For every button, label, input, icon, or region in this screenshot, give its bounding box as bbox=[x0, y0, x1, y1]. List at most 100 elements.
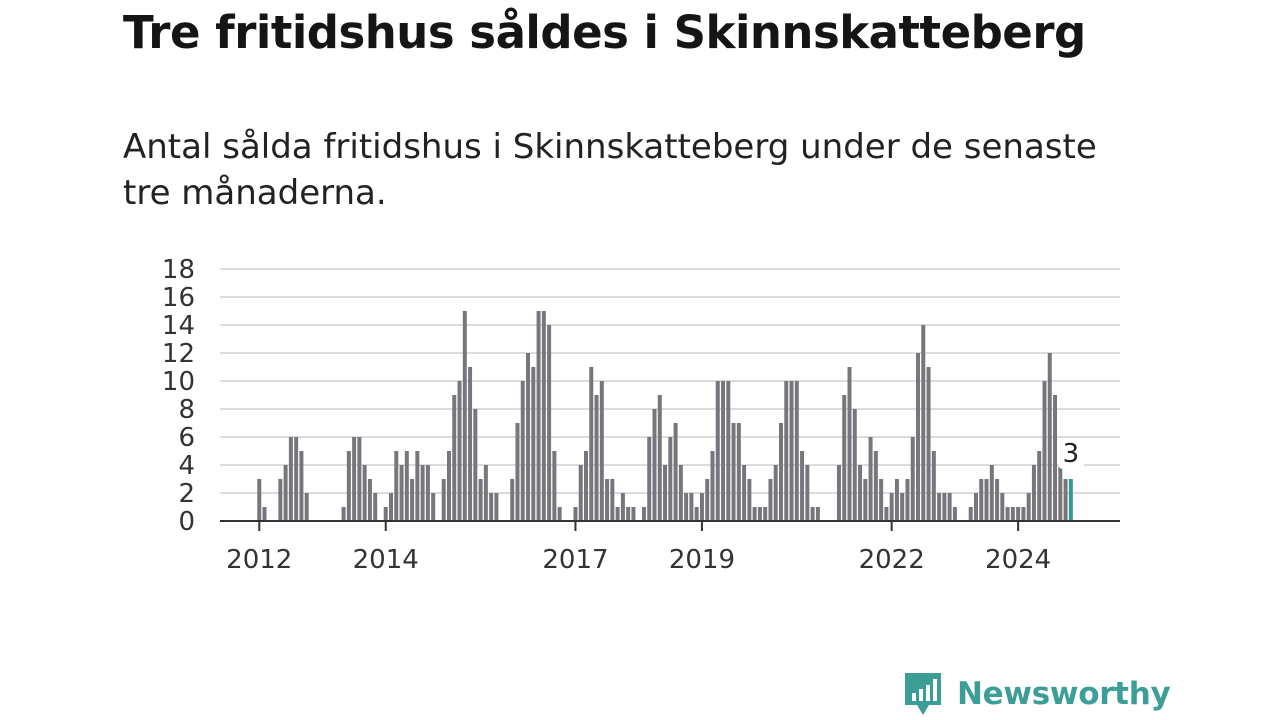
bar bbox=[1026, 493, 1031, 521]
bar bbox=[852, 409, 857, 521]
bar bbox=[810, 507, 815, 521]
bar bbox=[357, 437, 362, 521]
bar bbox=[921, 325, 926, 521]
bar bbox=[705, 479, 710, 521]
bar bbox=[557, 507, 562, 521]
bar bbox=[1000, 493, 1005, 521]
bar bbox=[573, 507, 578, 521]
chart-subtitle: Antal sålda fritidshus i Skinnskatteberg… bbox=[123, 127, 1097, 213]
bar bbox=[641, 507, 646, 521]
bar bbox=[615, 507, 620, 521]
bar bbox=[473, 409, 478, 521]
bar bbox=[425, 465, 430, 521]
bar bbox=[578, 465, 583, 521]
bar bbox=[1037, 451, 1042, 521]
bar bbox=[863, 479, 868, 521]
bar bbox=[842, 395, 847, 521]
bar bbox=[404, 451, 409, 521]
bar bbox=[884, 507, 889, 521]
bar bbox=[726, 381, 731, 521]
bar bbox=[1021, 507, 1026, 521]
bar bbox=[699, 493, 704, 521]
bar bbox=[441, 479, 446, 521]
bar bbox=[489, 493, 494, 521]
bar bbox=[1010, 507, 1015, 521]
bar bbox=[457, 381, 462, 521]
bar bbox=[678, 465, 683, 521]
bar bbox=[262, 507, 267, 521]
bar bbox=[594, 395, 599, 521]
y-tick-label: 18 bbox=[162, 255, 195, 285]
bar bbox=[304, 493, 309, 521]
bar bbox=[589, 367, 594, 521]
bar bbox=[373, 493, 378, 521]
bar bbox=[763, 507, 768, 521]
bar bbox=[431, 493, 436, 521]
y-tick-label: 6 bbox=[178, 423, 195, 453]
bar bbox=[721, 381, 726, 521]
bar bbox=[620, 493, 625, 521]
y-tick-label: 16 bbox=[162, 283, 195, 313]
bar bbox=[778, 423, 783, 521]
bar bbox=[747, 479, 752, 521]
bar bbox=[547, 325, 552, 521]
bar bbox=[847, 367, 852, 521]
bar bbox=[873, 451, 878, 521]
bar bbox=[942, 493, 947, 521]
bar bbox=[652, 409, 657, 521]
bar bbox=[989, 465, 994, 521]
bar bbox=[1063, 479, 1068, 521]
bar bbox=[494, 493, 499, 521]
bar bbox=[995, 479, 1000, 521]
bar bbox=[836, 465, 841, 521]
x-tick-label: 2022 bbox=[859, 545, 925, 575]
highlight-label-bg bbox=[1057, 439, 1084, 469]
bar bbox=[879, 479, 884, 521]
bar bbox=[341, 507, 346, 521]
bar bbox=[1058, 465, 1063, 521]
bar bbox=[889, 493, 894, 521]
y-tick-label: 4 bbox=[178, 451, 195, 481]
bar bbox=[278, 479, 283, 521]
bar bbox=[520, 381, 525, 521]
bar bbox=[710, 451, 715, 521]
bar bbox=[446, 451, 451, 521]
bar bbox=[462, 311, 467, 521]
bar bbox=[905, 479, 910, 521]
bar bbox=[610, 479, 615, 521]
y-tick-label: 12 bbox=[162, 339, 195, 369]
bar bbox=[968, 507, 973, 521]
bar bbox=[531, 367, 536, 521]
bar bbox=[805, 465, 810, 521]
bar bbox=[858, 465, 863, 521]
bar bbox=[768, 479, 773, 521]
bar bbox=[541, 311, 546, 521]
x-tick-label: 2014 bbox=[353, 545, 419, 575]
bar bbox=[468, 367, 473, 521]
bar bbox=[715, 381, 720, 521]
bar bbox=[894, 479, 899, 521]
bar bbox=[299, 451, 304, 521]
bar bbox=[552, 451, 557, 521]
bar bbox=[647, 437, 652, 521]
bar bbox=[784, 381, 789, 521]
bar bbox=[910, 437, 915, 521]
x-tick-label: 2019 bbox=[669, 545, 735, 575]
bar bbox=[742, 465, 747, 521]
bar bbox=[367, 479, 372, 521]
brand-logo[interactable]: Newsworthy bbox=[903, 671, 1171, 717]
bar bbox=[684, 493, 689, 521]
bar bbox=[752, 507, 757, 521]
y-tick-label: 8 bbox=[178, 395, 195, 425]
bar bbox=[536, 311, 541, 521]
bar bbox=[410, 479, 415, 521]
highlight-bar bbox=[1068, 479, 1073, 521]
bar bbox=[926, 367, 931, 521]
bar bbox=[515, 423, 520, 521]
y-tick-label: 2 bbox=[178, 479, 195, 509]
bar bbox=[757, 507, 762, 521]
bar bbox=[599, 381, 604, 521]
bar bbox=[937, 493, 942, 521]
bar bbox=[605, 479, 610, 521]
